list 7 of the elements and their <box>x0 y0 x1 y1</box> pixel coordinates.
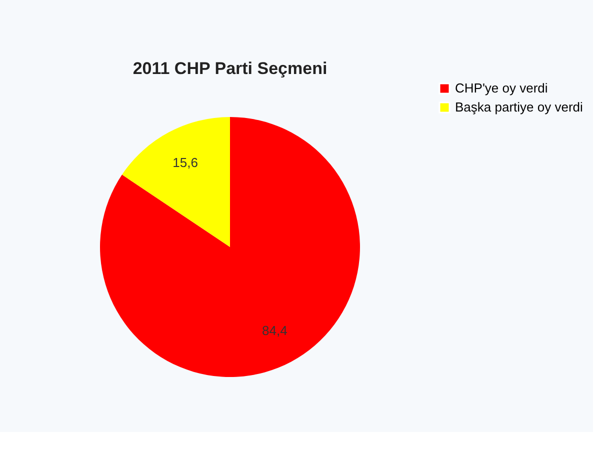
pie-slice <box>100 117 360 377</box>
legend-label: CHP'ye oy verdi <box>455 80 548 96</box>
data-label: 15,6 <box>172 155 198 170</box>
pie-slice <box>122 117 230 247</box>
data-label: 84,4 <box>262 322 288 338</box>
legend-label: Başka partiye oy verdi <box>455 100 584 114</box>
chart-title: 2011 CHP Parti Seçmeni <box>132 59 328 78</box>
